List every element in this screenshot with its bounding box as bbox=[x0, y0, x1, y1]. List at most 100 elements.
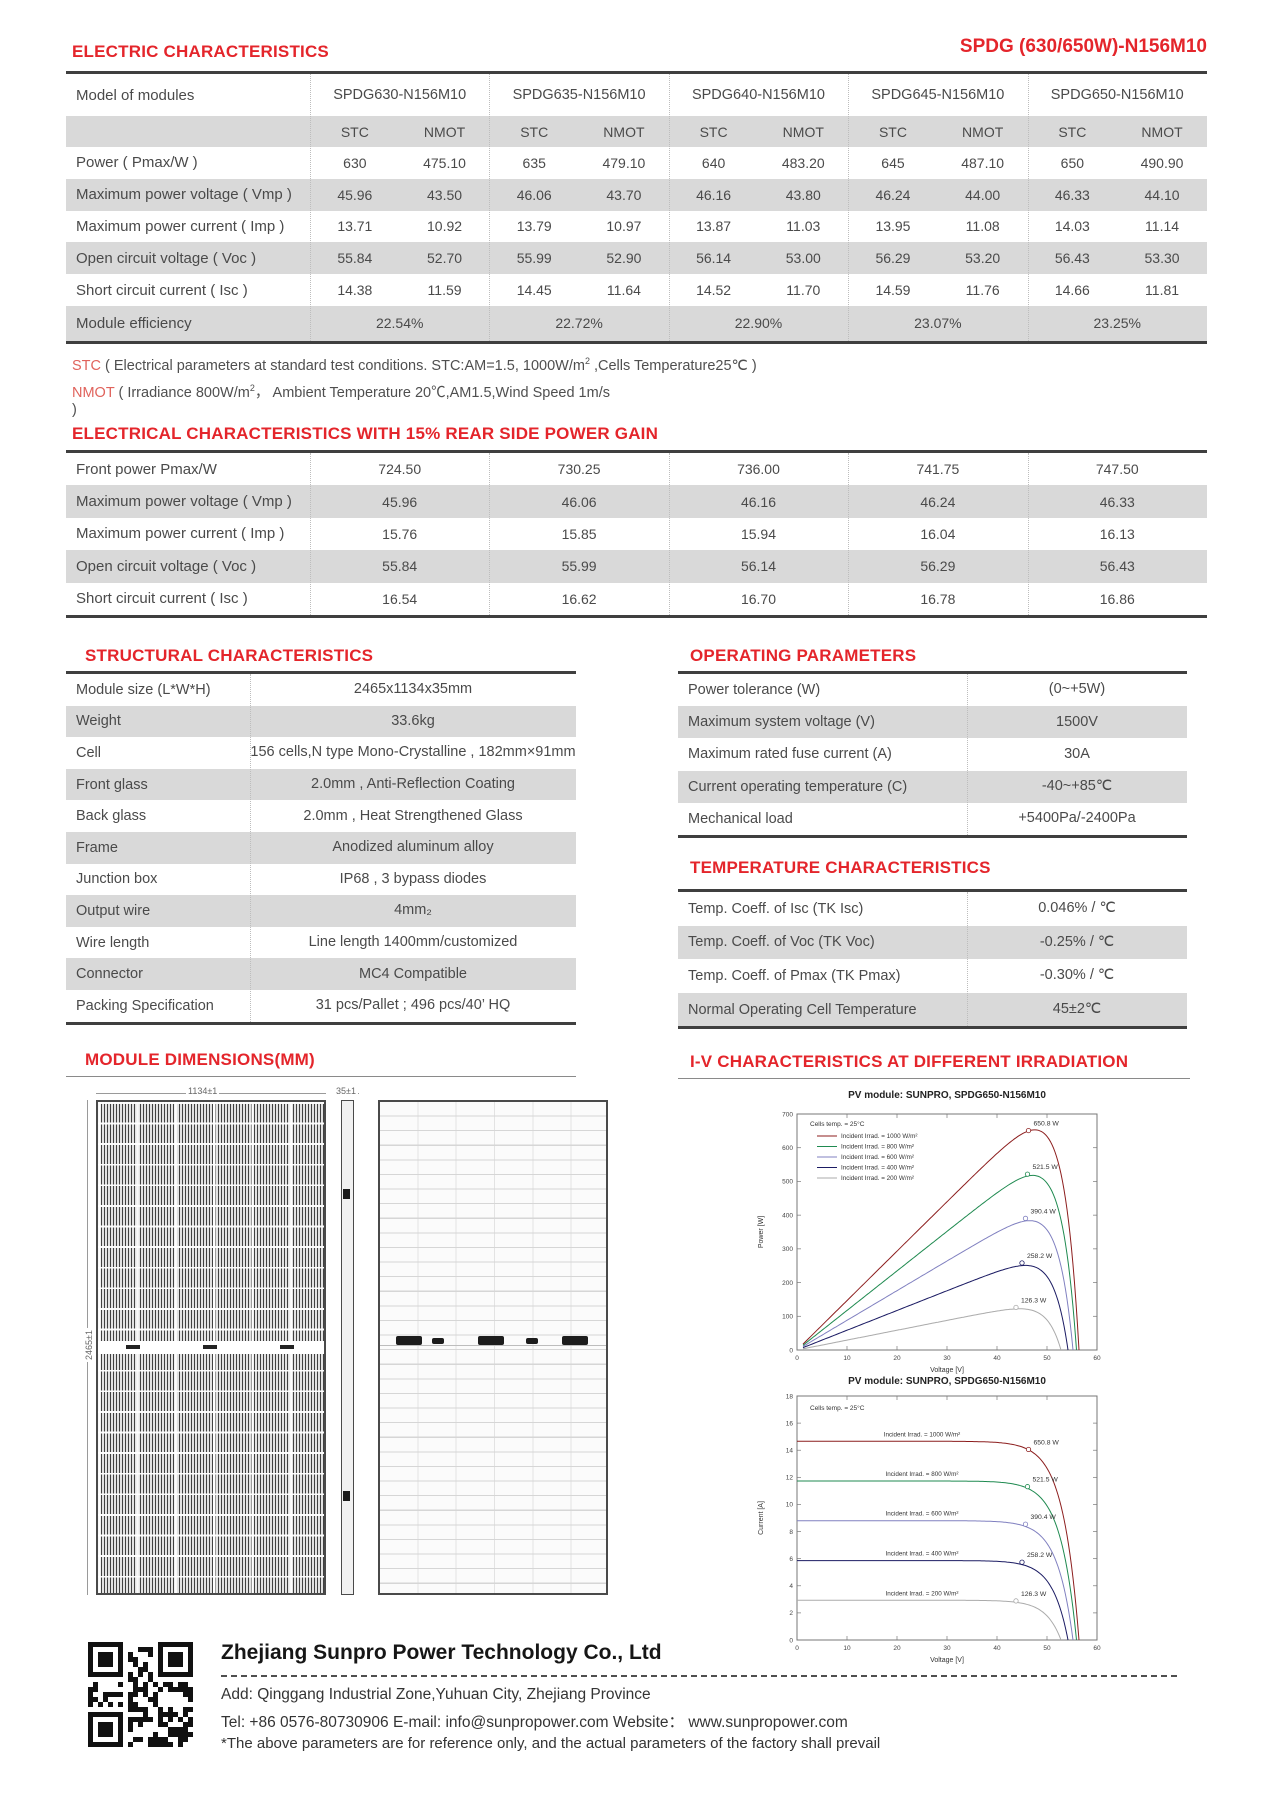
qr-module bbox=[93, 1682, 98, 1687]
table-cell: 15.85 bbox=[561, 525, 597, 542]
qr-module bbox=[128, 1692, 133, 1697]
qr-module bbox=[163, 1682, 168, 1687]
mpp-label: 650.8 W bbox=[1034, 1121, 1060, 1128]
qr-module bbox=[128, 1702, 133, 1707]
qr-module bbox=[168, 1712, 173, 1717]
table-cell: 14.38 bbox=[337, 282, 373, 299]
y-axis-label: Power [W] bbox=[758, 1216, 765, 1248]
table-cell: NMOT bbox=[603, 123, 645, 140]
qr-module bbox=[148, 1647, 153, 1652]
qr-module bbox=[103, 1697, 108, 1702]
table-cell: Normal Operating Cell Temperature bbox=[688, 1001, 917, 1018]
table-cell: 479.10 bbox=[602, 154, 646, 171]
table-cell: 55.99 bbox=[561, 558, 597, 575]
y-axis-label: Current [A] bbox=[758, 1501, 765, 1535]
qr-module bbox=[148, 1717, 153, 1722]
table-cell: Short circuit current ( Isc ) bbox=[76, 590, 248, 608]
table-cell: 14.66 bbox=[1054, 282, 1090, 299]
qr-module bbox=[138, 1667, 143, 1672]
table-cell: 23.07% bbox=[914, 315, 962, 332]
qr-module bbox=[113, 1692, 118, 1697]
junction-box bbox=[478, 1336, 504, 1345]
table-cell: Wire length bbox=[76, 934, 150, 951]
table-cell: 11.14 bbox=[1145, 218, 1180, 235]
qr-module bbox=[163, 1742, 168, 1747]
table-row: Module efficiency 22.54% 22.72% 22.90% 23.07… bbox=[66, 305, 1207, 341]
legend-label: Incident Irrad. = 400 W/m² bbox=[841, 1165, 914, 1172]
qr-module bbox=[168, 1727, 173, 1732]
table-row: Maximum power voltage ( Vmp ) 45.96 46.06 4… bbox=[66, 485, 1207, 518]
qr-module bbox=[143, 1707, 148, 1712]
x-tick-label: 0 bbox=[795, 1645, 799, 1652]
qr-module bbox=[98, 1702, 103, 1707]
table-cell: Weight bbox=[76, 713, 121, 730]
x-tick-label: 10 bbox=[843, 1645, 851, 1652]
table-cell: 16.13 bbox=[1099, 525, 1135, 542]
rear-gain-table: Front power Pmax/W 724.50 730.25 736.00 741.… bbox=[66, 450, 1207, 618]
curve-irrad-label: Incident Irrad. = 400 W/m² bbox=[886, 1551, 959, 1558]
y-tick-label: 8 bbox=[789, 1529, 793, 1536]
qr-code bbox=[88, 1642, 193, 1752]
qr-module bbox=[143, 1712, 148, 1717]
table-cell: 46.33 bbox=[1099, 493, 1135, 510]
table-cell: 53.30 bbox=[1144, 250, 1180, 267]
y-tick-label: 400 bbox=[782, 1212, 793, 1219]
table-cell: SPDG640-N156M10 bbox=[691, 87, 825, 103]
qr-module bbox=[163, 1722, 168, 1727]
table-cell: 56.43 bbox=[1099, 558, 1135, 575]
qr-module bbox=[128, 1697, 133, 1702]
qr-module bbox=[168, 1717, 173, 1722]
qr-module bbox=[133, 1657, 138, 1662]
table-cell: 56.29 bbox=[875, 250, 911, 267]
x-tick-label: 30 bbox=[943, 1355, 951, 1362]
qr-module bbox=[183, 1692, 188, 1697]
qr-module bbox=[108, 1702, 113, 1707]
table-cell: SPDG645-N156M10 bbox=[871, 87, 1005, 103]
table-cell: 43.50 bbox=[427, 186, 463, 203]
table-cell: SPDG630-N156M10 bbox=[333, 87, 467, 103]
qr-module bbox=[158, 1737, 163, 1742]
qr-module bbox=[183, 1687, 188, 1692]
qr-module bbox=[178, 1727, 183, 1732]
table-cell: MC4 Compatible bbox=[359, 965, 467, 982]
legend-label: Incident Irrad. = 200 W/m² bbox=[841, 1175, 914, 1182]
qr-module bbox=[128, 1677, 133, 1682]
y-tick-label: 4 bbox=[789, 1583, 793, 1590]
qr-module bbox=[183, 1712, 188, 1717]
profile-mount-mark bbox=[343, 1491, 350, 1501]
mid-mark bbox=[280, 1345, 294, 1349]
table-cell: 30A bbox=[1064, 745, 1090, 762]
table-cell: Temp. Coeff. of Isc (TK Isc) bbox=[688, 900, 864, 917]
table-cell: 14.59 bbox=[875, 282, 911, 299]
table-cell: 11.64 bbox=[606, 282, 641, 299]
table-cell: Open circuit voltage ( Voc ) bbox=[76, 249, 257, 267]
qr-module bbox=[133, 1692, 138, 1697]
qr-module bbox=[133, 1682, 138, 1687]
table-row: Module size (L*W*H) 2465x1134x35mm bbox=[66, 674, 576, 706]
table-cell: 46.24 bbox=[875, 186, 911, 203]
table-cell: NMOT bbox=[1141, 123, 1183, 140]
table-cell: 44.10 bbox=[1144, 186, 1180, 203]
width-dim-label: 1134±1 bbox=[186, 1086, 220, 1096]
qr-module bbox=[143, 1717, 148, 1722]
nmot-term: NMOT bbox=[72, 385, 115, 401]
x-tick-label: 50 bbox=[1043, 1355, 1051, 1362]
x-axis-label: Voltage [V] bbox=[930, 1657, 964, 1664]
table-cell: 11.81 bbox=[1145, 282, 1180, 299]
table-cell: Module size (L*W*H) bbox=[76, 681, 211, 698]
qr-module bbox=[183, 1707, 188, 1712]
table-row: Mechanical load +5400Pa/-2400Pa bbox=[678, 803, 1187, 835]
series-curve bbox=[797, 1520, 1074, 1641]
table-cell: 13.71 bbox=[337, 218, 373, 235]
qr-module bbox=[138, 1737, 143, 1742]
table-cell: Model of modules bbox=[76, 86, 195, 104]
table-row: Model of modules SPDG630-N156M10 SPDG635-N… bbox=[66, 74, 1207, 116]
section-title-iv: I-V CHARACTERISTICS AT DIFFERENT IRRADIA… bbox=[690, 1052, 1129, 1071]
qr-module bbox=[148, 1677, 153, 1682]
mpp-marker bbox=[1022, 1215, 1029, 1221]
qr-module bbox=[153, 1697, 158, 1702]
table-cell: 10.92 bbox=[427, 218, 463, 235]
table-cell: 22.54% bbox=[375, 315, 424, 332]
